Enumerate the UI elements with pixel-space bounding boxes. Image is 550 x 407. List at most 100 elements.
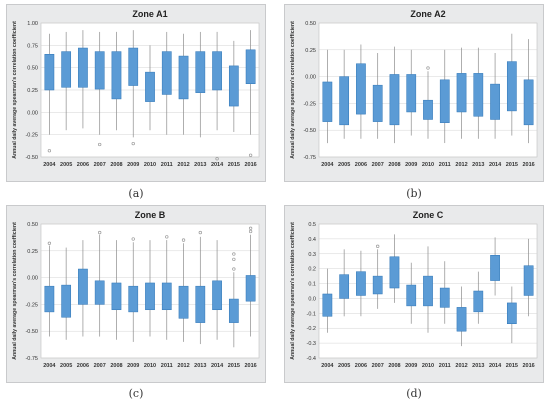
box-2005 (61, 31, 72, 131)
box-body (128, 47, 139, 86)
x-tick-label: 2004 (321, 162, 334, 168)
box-body (161, 51, 172, 95)
x-tick-label: 2012 (177, 162, 189, 168)
box-body (128, 285, 139, 313)
x-tick-label: 2014 (211, 162, 224, 168)
outlier-point (248, 229, 253, 234)
y-tick-label: 0.00 (27, 110, 38, 116)
y-tick-label: 0.50 (27, 66, 38, 72)
y-tick-label: 0.1 (308, 282, 316, 288)
outlier-point (98, 230, 102, 235)
y-tick-label: 0.75 (27, 43, 38, 49)
box-2016 (245, 30, 256, 157)
outlier-point (131, 237, 135, 241)
y-tick-label: 0.25 (27, 88, 38, 94)
y-tick-label: -0.75 (25, 356, 38, 362)
box-body (389, 74, 400, 126)
boxplot-zone-c: Zone C -0.4 -0.3 -0.2 -0.1 0.0 0.1 0.2 0.3 0.4 0.5… (290, 210, 538, 369)
box-2016 (523, 39, 534, 144)
box-body (94, 51, 105, 90)
box-body (245, 275, 256, 302)
outlier-point (232, 257, 236, 262)
chart-panel-zone-a2: Zone A2 -0.75 -0.50 -0.25 0.00 0.25 0.50 Annual… (284, 4, 544, 182)
x-tick-label: 2009 (127, 162, 139, 168)
x-tick-label: 2011 (439, 363, 451, 369)
box-body (212, 51, 222, 91)
y-tick-label: 0.00 (27, 276, 38, 282)
box-2015 (506, 286, 517, 344)
x-tick-label: 2015 (228, 363, 240, 369)
box-2014 (490, 237, 500, 296)
y-tick-label: -0.50 (303, 128, 316, 134)
box-body (339, 76, 350, 126)
outlier-point (198, 230, 202, 235)
y-tick-label: 0.5 (308, 222, 316, 228)
box-body (44, 54, 55, 91)
box-body (228, 298, 239, 323)
box-2012 (178, 33, 189, 135)
box-body (490, 255, 500, 281)
x-tick-label: 2013 (194, 162, 206, 168)
box-body (473, 290, 484, 313)
box-body (111, 51, 122, 100)
chart-panel-zone-b: Zone B -0.75 -0.50 -0.25 0.00 0.25 0.50 Annual … (6, 205, 266, 383)
x-tick-label: 2012 (455, 363, 467, 369)
x-tick-label: 2004 (43, 162, 56, 168)
x-tick-label: 2016 (244, 162, 256, 168)
x-tick-label: 2013 (194, 363, 206, 369)
outlier-point (248, 153, 253, 157)
box-2008 (111, 240, 122, 340)
box-2016 (245, 226, 256, 337)
box-body (423, 99, 433, 120)
outlier-point (47, 149, 52, 153)
box-body (523, 79, 534, 126)
box-2010 (423, 246, 433, 333)
x-tick-label: 2011 (161, 162, 173, 168)
box-body (212, 280, 222, 311)
box-body (322, 81, 333, 122)
chart-title: Zone A1 (132, 9, 167, 19)
box-2012 (456, 286, 467, 347)
x-tick-label: 2004 (43, 363, 56, 369)
box-body (228, 65, 239, 107)
box-body (423, 275, 433, 307)
x-tick-label: 2015 (506, 363, 518, 369)
box-body (145, 282, 155, 311)
box-body (44, 285, 55, 313)
x-tick-label: 2013 (472, 363, 484, 369)
box-2012 (456, 47, 467, 139)
y-tick-label: 0.25 (27, 249, 38, 255)
box-body (78, 268, 88, 305)
box-2004 (44, 241, 55, 337)
box-2015 (228, 40, 239, 132)
x-tick-label: 2005 (338, 363, 350, 369)
box-body (389, 256, 400, 289)
x-tick-label: 2010 (422, 162, 434, 168)
box-2011 (161, 235, 172, 340)
outlier-point (232, 267, 236, 271)
box-2009 (406, 262, 417, 324)
box-body (356, 63, 366, 115)
y-tick-label: 1.00 (27, 21, 38, 27)
y-tick-label: 0.4 (308, 237, 316, 243)
box-body (372, 275, 383, 295)
box-2015 (506, 33, 517, 136)
caption-d: (d) (406, 387, 422, 400)
x-tick-label: 2006 (355, 363, 367, 369)
x-tick-label: 2005 (338, 162, 350, 168)
box-2014 (212, 31, 222, 161)
x-tick-label: 2008 (110, 162, 122, 168)
box-2004 (322, 268, 333, 333)
y-tick-label: -0.25 (25, 133, 38, 139)
box-2013 (473, 47, 484, 139)
box-body (523, 265, 534, 296)
y-axis-label: Annual daily average spearman's correlat… (290, 222, 296, 360)
x-tick-label: 2011 (161, 363, 173, 369)
x-tick-label: 2008 (388, 363, 400, 369)
x-tick-label: 2006 (355, 162, 367, 168)
box-body (456, 307, 467, 332)
box-2006 (78, 30, 88, 129)
x-tick-label: 2010 (144, 162, 156, 168)
box-body (145, 71, 155, 102)
x-tick-label: 2015 (506, 162, 518, 168)
